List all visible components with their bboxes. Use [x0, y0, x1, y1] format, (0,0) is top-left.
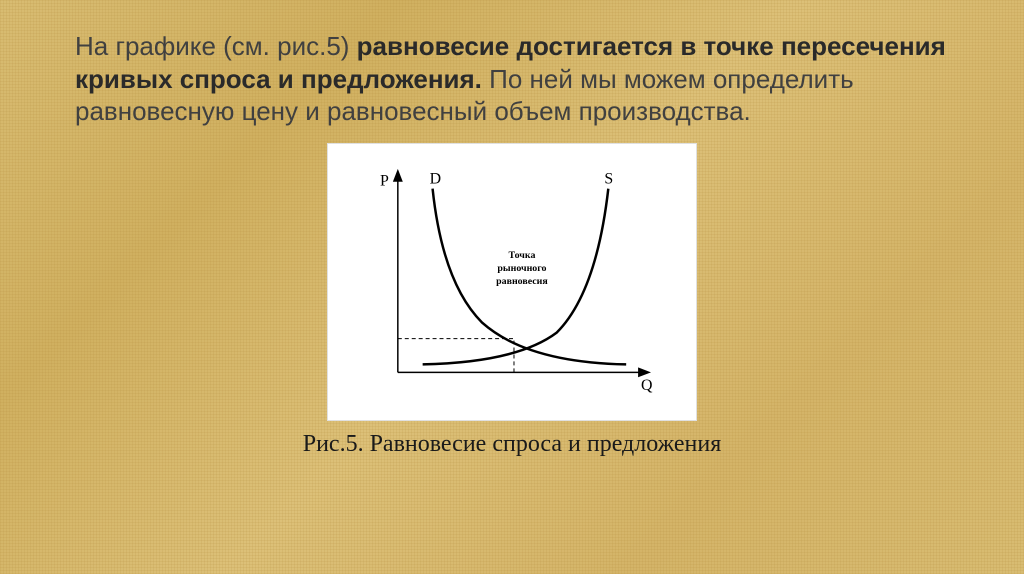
demand-label: D	[430, 170, 441, 187]
supply-label: S	[604, 170, 613, 187]
annotation-line1: Точка	[508, 250, 535, 261]
annotation-line3: равновесия	[496, 275, 548, 286]
text-part1: На графике (см. рис.5)	[75, 31, 357, 61]
y-axis-label: P	[380, 172, 389, 189]
chart-container: P Q D S Точка рыночного равновесия	[327, 143, 697, 421]
supply-demand-chart: P Q D S Точка рыночного равновесия	[328, 144, 696, 420]
x-axis-arrow	[638, 367, 651, 377]
x-axis-label: Q	[641, 377, 653, 394]
annotation-line2: рыночного	[497, 263, 546, 274]
slide-content: На графике (см. рис.5) равновесие достиг…	[0, 0, 1024, 478]
y-axis-arrow	[393, 168, 403, 181]
main-paragraph: На графике (см. рис.5) равновесие достиг…	[75, 30, 949, 128]
figure-caption: Рис.5. Равновесие спроса и предложения	[75, 431, 949, 458]
